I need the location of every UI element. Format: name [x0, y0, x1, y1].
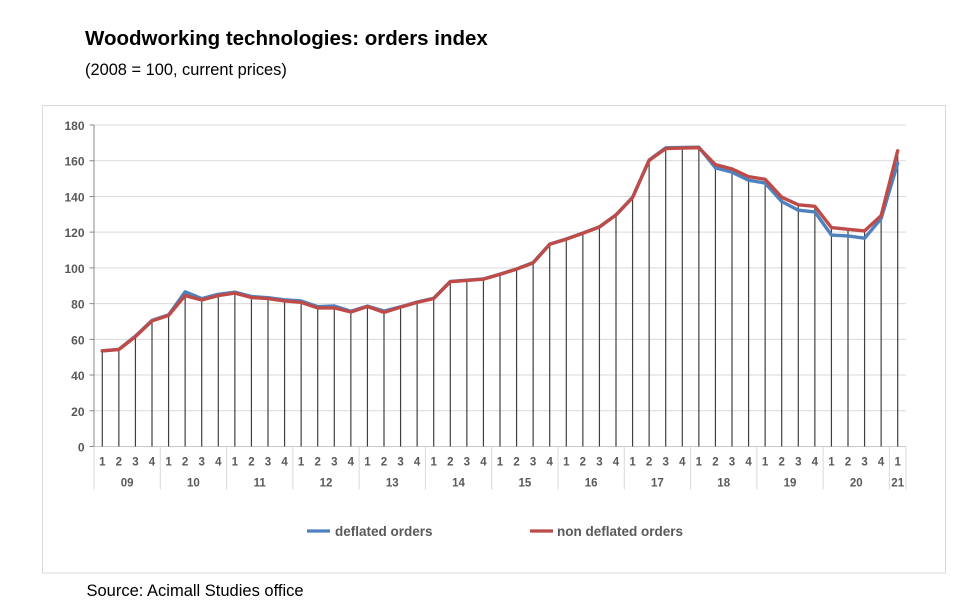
svg-text:4: 4 — [878, 457, 885, 469]
svg-text:13: 13 — [386, 478, 399, 490]
svg-text:3: 3 — [861, 457, 867, 469]
svg-text:10: 10 — [187, 478, 200, 490]
svg-text:2: 2 — [248, 457, 254, 469]
svg-text:4: 4 — [414, 457, 421, 469]
svg-text:2: 2 — [381, 457, 387, 469]
svg-text:4: 4 — [679, 457, 686, 469]
svg-text:2: 2 — [712, 457, 718, 469]
svg-text:3: 3 — [596, 457, 602, 469]
svg-text:3: 3 — [795, 457, 801, 469]
svg-text:3: 3 — [464, 457, 470, 469]
svg-text:40: 40 — [71, 369, 85, 383]
svg-text:1: 1 — [431, 457, 438, 469]
svg-text:1: 1 — [364, 457, 371, 469]
svg-text:1: 1 — [629, 457, 636, 469]
svg-text:non deflated orders: non deflated orders — [557, 524, 683, 539]
svg-text:4: 4 — [149, 457, 156, 469]
svg-text:80: 80 — [71, 298, 85, 312]
svg-text:100: 100 — [64, 262, 84, 276]
svg-text:Source: Acimall Studies office: Source: Acimall Studies office — [87, 582, 304, 600]
svg-text:1: 1 — [99, 457, 106, 469]
svg-text:120: 120 — [64, 226, 84, 240]
svg-text:3: 3 — [530, 457, 536, 469]
svg-text:140: 140 — [64, 190, 84, 204]
svg-text:1: 1 — [762, 457, 769, 469]
svg-text:3: 3 — [132, 457, 138, 469]
svg-text:1: 1 — [298, 457, 305, 469]
svg-text:2: 2 — [779, 457, 785, 469]
svg-text:1: 1 — [696, 457, 703, 469]
svg-text:4: 4 — [480, 457, 487, 469]
svg-text:1: 1 — [165, 457, 172, 469]
svg-text:3: 3 — [265, 457, 271, 469]
svg-text:2: 2 — [646, 457, 652, 469]
svg-text:3: 3 — [331, 457, 337, 469]
svg-text:160: 160 — [64, 155, 84, 169]
svg-text:4: 4 — [281, 457, 288, 469]
svg-text:Woodworking technologies: orde: Woodworking technologies: orders index — [85, 27, 488, 50]
svg-text:2: 2 — [116, 457, 122, 469]
svg-text:4: 4 — [812, 457, 819, 469]
svg-text:1: 1 — [232, 457, 239, 469]
svg-text:11: 11 — [254, 478, 267, 490]
svg-text:1: 1 — [828, 457, 835, 469]
svg-text:60: 60 — [71, 333, 85, 347]
svg-text:4: 4 — [745, 457, 752, 469]
svg-text:1: 1 — [895, 457, 902, 469]
svg-text:09: 09 — [121, 478, 134, 490]
svg-text:(2008 = 100, current prices): (2008 = 100, current prices) — [85, 61, 287, 79]
svg-text:21: 21 — [891, 478, 904, 490]
svg-text:2: 2 — [182, 457, 188, 469]
svg-text:4: 4 — [547, 457, 554, 469]
svg-text:deflated orders: deflated orders — [335, 524, 433, 539]
svg-text:3: 3 — [663, 457, 669, 469]
svg-text:180: 180 — [64, 119, 84, 133]
svg-text:2: 2 — [315, 457, 321, 469]
svg-text:3: 3 — [199, 457, 205, 469]
svg-text:1: 1 — [497, 457, 504, 469]
svg-text:16: 16 — [585, 478, 598, 490]
svg-text:14: 14 — [452, 478, 465, 490]
svg-text:2: 2 — [513, 457, 519, 469]
svg-text:1: 1 — [563, 457, 570, 469]
svg-text:3: 3 — [397, 457, 403, 469]
svg-text:2: 2 — [580, 457, 586, 469]
svg-text:20: 20 — [71, 405, 85, 419]
svg-text:4: 4 — [215, 457, 222, 469]
svg-text:18: 18 — [717, 478, 730, 490]
svg-text:20: 20 — [850, 478, 863, 490]
svg-text:19: 19 — [784, 478, 797, 490]
svg-text:0: 0 — [78, 441, 85, 455]
svg-text:2: 2 — [447, 457, 453, 469]
svg-text:4: 4 — [613, 457, 620, 469]
svg-text:12: 12 — [320, 478, 333, 490]
svg-text:2: 2 — [845, 457, 851, 469]
svg-text:15: 15 — [518, 478, 531, 490]
svg-text:4: 4 — [348, 457, 355, 469]
svg-text:17: 17 — [651, 478, 664, 490]
svg-text:3: 3 — [729, 457, 735, 469]
